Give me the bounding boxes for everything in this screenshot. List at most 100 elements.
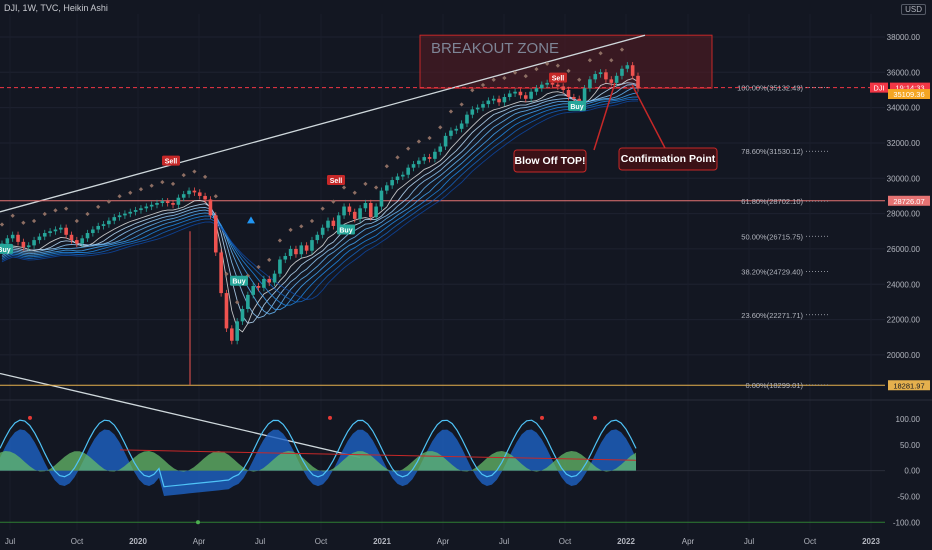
- candle-body: [336, 215, 341, 226]
- candle-body: [534, 88, 539, 92]
- signal-diamond: [10, 213, 15, 218]
- candle-body: [379, 190, 384, 207]
- price-label-value: 18281.97: [893, 381, 924, 390]
- ma-ribbon-line: [1, 84, 639, 319]
- candle-body: [566, 89, 571, 98]
- candle-body: [165, 201, 170, 203]
- time-tick-label: 2022: [617, 537, 635, 546]
- candle-body: [315, 234, 320, 241]
- signal-diamond: [85, 211, 90, 217]
- signal-diamond: [256, 264, 261, 270]
- candle-body: [475, 107, 480, 110]
- candle-body: [529, 91, 533, 99]
- signal-sell-label: Sell: [165, 159, 178, 166]
- candle-body: [21, 241, 26, 248]
- signal-diamond: [406, 146, 411, 151]
- oscillator-dot: [540, 415, 544, 420]
- callout-arrow: [631, 84, 666, 149]
- candle-body: [433, 151, 437, 159]
- signal-sell-badge: [327, 175, 345, 186]
- oscillator-tick-label: 50.00: [900, 441, 921, 450]
- chart-legend: DJI, 1W, TVC, Heikin Ashi: [4, 3, 108, 13]
- oscillator-divergence-line: [119, 449, 637, 461]
- price-label-box: [888, 89, 930, 100]
- signal-diamond: [352, 190, 357, 195]
- candle-body: [69, 234, 74, 241]
- signal-diamond: [117, 194, 122, 199]
- ma-ribbon-line: [1, 92, 639, 311]
- signal-diamond: [459, 102, 464, 107]
- fib-level-label: 78.60%(31530.12): [741, 147, 803, 156]
- signal-diamond: [170, 181, 176, 187]
- candle-body: [331, 220, 336, 226]
- interval-label[interactable]: 1W: [22, 3, 36, 13]
- lower-trendline: [0, 372, 361, 458]
- candle-body: [497, 98, 501, 103]
- price-label-time: 19:14:33: [895, 84, 924, 93]
- candle-body: [58, 227, 63, 230]
- signal-buy-badge: [568, 100, 586, 111]
- candle-body: [112, 217, 117, 221]
- candle-body: [176, 197, 181, 205]
- time-tick-label: Oct: [804, 537, 817, 546]
- candle-body: [235, 321, 239, 341]
- signal-sell-badge: [162, 155, 180, 166]
- time-tick-label: Oct: [71, 537, 84, 546]
- signal-diamond: [438, 125, 443, 130]
- candle-body: [197, 192, 202, 196]
- candle-body: [75, 240, 79, 244]
- candle-body: [625, 65, 630, 69]
- signal-sell-badge: [549, 72, 567, 83]
- candle-body: [620, 68, 624, 76]
- candle-body: [630, 65, 635, 76]
- oscillator-green-area: [0, 451, 636, 472]
- ma-ribbon-line: [1, 96, 639, 306]
- candle-body: [288, 248, 293, 256]
- signal-diamond: [309, 218, 315, 224]
- candle-body: [246, 294, 250, 309]
- candle-body: [342, 206, 346, 216]
- candle-body: [347, 206, 352, 212]
- price-tick-label: 34000.00: [887, 104, 921, 113]
- candle-body: [230, 328, 234, 341]
- signal-diamond: [96, 204, 101, 210]
- signal-diamond: [31, 218, 37, 224]
- currency-badge[interactable]: USD: [901, 4, 926, 15]
- price-label-symbol: DJI: [873, 84, 884, 93]
- candle-body: [267, 278, 272, 283]
- triangle-up-icon: [247, 216, 255, 224]
- candle-body: [465, 114, 469, 124]
- price-tick-label: 32000.00: [887, 139, 921, 148]
- breakout-zone-label: BREAKOUT ZONE: [431, 40, 559, 57]
- signal-diamond: [277, 238, 283, 243]
- signal-diamond: [395, 155, 400, 160]
- symbol-label[interactable]: DJI: [4, 3, 18, 13]
- candle-body: [171, 203, 175, 205]
- candle-body: [427, 157, 432, 159]
- signal-buy-label: Buy: [570, 104, 583, 111]
- price-tick-label: 30000.00: [887, 174, 921, 183]
- time-tick-label: Apr: [682, 537, 695, 546]
- signal-diamond: [288, 227, 293, 232]
- signal-buy-label: Buy: [339, 227, 352, 234]
- candle-body: [224, 293, 229, 329]
- candle-body: [609, 79, 614, 83]
- oscillator-dot: [328, 415, 332, 420]
- fib-level-label: 61.80%(28702.10): [741, 197, 803, 206]
- signal-diamond: [341, 185, 347, 190]
- signal-diamond: [320, 206, 325, 211]
- signal-diamond: [470, 88, 475, 93]
- time-tick-label: Apr: [193, 537, 206, 546]
- signal-diamond: [53, 208, 58, 213]
- candle-body: [406, 167, 410, 175]
- candle-body: [545, 82, 549, 85]
- chart-style-label[interactable]: Heikin Ashi: [63, 3, 108, 13]
- signal-buy-label: Buy: [0, 247, 11, 254]
- oscillator-dot: [593, 415, 597, 420]
- candle-body: [10, 234, 15, 239]
- candle-body: [395, 176, 400, 181]
- candle-body: [149, 204, 154, 207]
- signal-sell-label: Sell: [552, 76, 565, 83]
- signal-diamond: [427, 135, 432, 141]
